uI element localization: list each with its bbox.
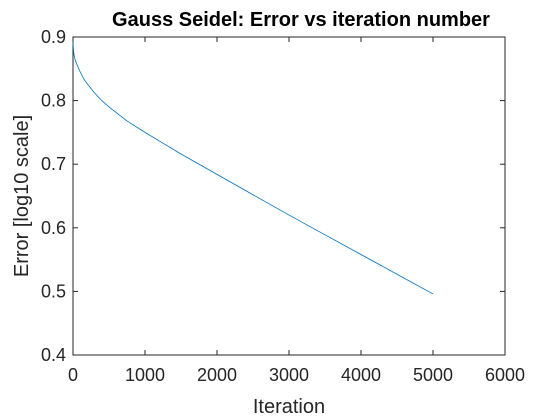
x-tick-label: 4000 — [341, 365, 381, 385]
x-tick-label: 2000 — [197, 365, 237, 385]
x-tick-label: 6000 — [485, 365, 525, 385]
series-layer — [72, 42, 434, 295]
x-tick-label: 3000 — [269, 365, 309, 385]
y-tick-label: 0.7 — [41, 154, 66, 174]
x-axis: 0 1000 2000 3000 4000 5000 6000 — [68, 37, 525, 385]
y-tick-label: 0.5 — [41, 281, 66, 301]
x-tick-label: 1000 — [125, 365, 165, 385]
y-tick-label: 0.9 — [41, 27, 66, 47]
chart-title: Gauss Seidel: Error vs iteration number — [112, 9, 490, 31]
y-tick-label: 0.8 — [41, 91, 66, 111]
plot-area — [72, 36, 506, 356]
plot-frame — [72, 36, 506, 356]
y-axis: 0.4 0.5 0.6 0.7 0.8 0.9 — [41, 27, 505, 365]
x-tick-label: 5000 — [413, 365, 453, 385]
y-tick-label: 0.4 — [41, 345, 66, 365]
series-line — [72, 42, 434, 295]
y-axis-title: Error [log10 scale] — [11, 115, 33, 277]
x-tick-label: 0 — [68, 365, 78, 385]
x-axis-title: Iteration — [253, 396, 325, 418]
y-tick-label: 0.6 — [41, 218, 66, 238]
